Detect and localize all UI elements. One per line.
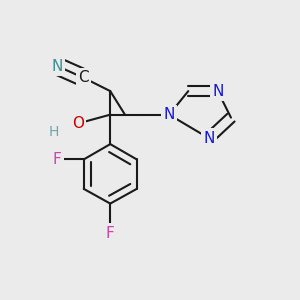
Text: F: F [53, 152, 62, 167]
Text: H: H [49, 127, 59, 141]
Text: F: F [106, 226, 115, 241]
Text: N: N [52, 58, 63, 74]
Text: H: H [49, 125, 59, 139]
Text: N: N [164, 107, 175, 122]
Text: N: N [212, 84, 224, 99]
Text: N: N [203, 131, 214, 146]
Text: C: C [78, 70, 89, 86]
Text: O: O [72, 116, 84, 131]
